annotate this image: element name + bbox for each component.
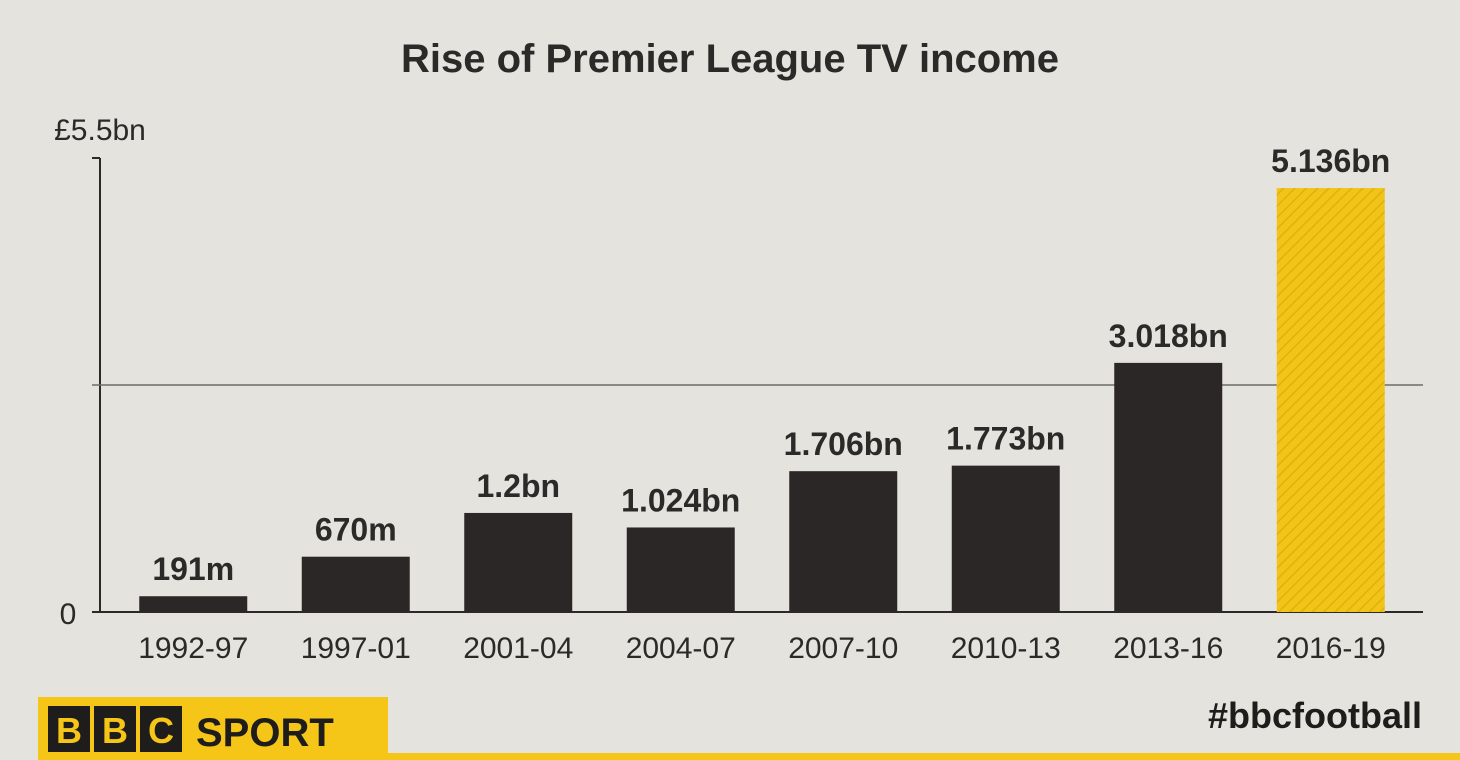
x-tick-1997-01: 1997-01 (301, 632, 411, 665)
value-label-2016-19: 5.136bn (1271, 143, 1390, 179)
value-label-2013-16: 3.018bn (1109, 318, 1228, 354)
logo-block (94, 706, 136, 752)
chart-title: Rise of Premier League TV income (401, 37, 1059, 81)
value-label-1997-01: 670m (315, 512, 397, 548)
logo-letter: B (56, 710, 82, 751)
hashtag: #bbcfootball (1208, 695, 1422, 736)
logo-block (48, 706, 90, 752)
x-tick-2007-10: 2007-10 (788, 632, 898, 665)
x-tick-1992-97: 1992-97 (138, 632, 248, 665)
x-axis-tick-labels: 1992-97 1997-01 2001-04 2004-07 2007-10 2010-… (138, 632, 1386, 665)
x-tick-2016-19: 2016-19 (1276, 632, 1386, 665)
data-labels: 191m 670m 1.2bn 1.024bn 1.706bn 1.773bn 3.018b… (152, 143, 1390, 587)
value-label-2001-04: 1.2bn (476, 468, 560, 504)
logo-letter: C (148, 710, 174, 751)
y-axis-max-label: £5.5bn (54, 114, 146, 147)
bar-2004-07 (626, 527, 735, 612)
x-tick-2013-16: 2013-16 (1113, 632, 1223, 665)
x-tick-2004-07: 2004-07 (626, 632, 736, 665)
y-axis-zero-label: 0 (60, 598, 77, 631)
logo-letter: B (102, 710, 128, 751)
value-label-2004-07: 1.024bn (621, 482, 740, 518)
value-label-2007-10: 1.706bn (784, 426, 903, 462)
bar-2007-10 (789, 471, 898, 612)
logo-block (140, 706, 182, 752)
x-tick-2001-04: 2001-04 (463, 632, 573, 665)
logo-sport-word: SPORT (196, 711, 334, 755)
bar-series (139, 188, 1385, 612)
bar-1992-97 (139, 596, 248, 612)
bar-2013-16 (1114, 362, 1223, 612)
bar-2010-13 (951, 465, 1060, 612)
x-tick-2010-13: 2010-13 (951, 632, 1061, 665)
footer-stripe (388, 753, 1460, 760)
bar-1997-01 (301, 556, 410, 612)
value-label-2010-13: 1.773bn (946, 421, 1065, 457)
bar-2001-04 (464, 512, 573, 612)
value-label-1992-97: 191m (152, 551, 234, 587)
bar-2016-19 (1276, 188, 1385, 612)
